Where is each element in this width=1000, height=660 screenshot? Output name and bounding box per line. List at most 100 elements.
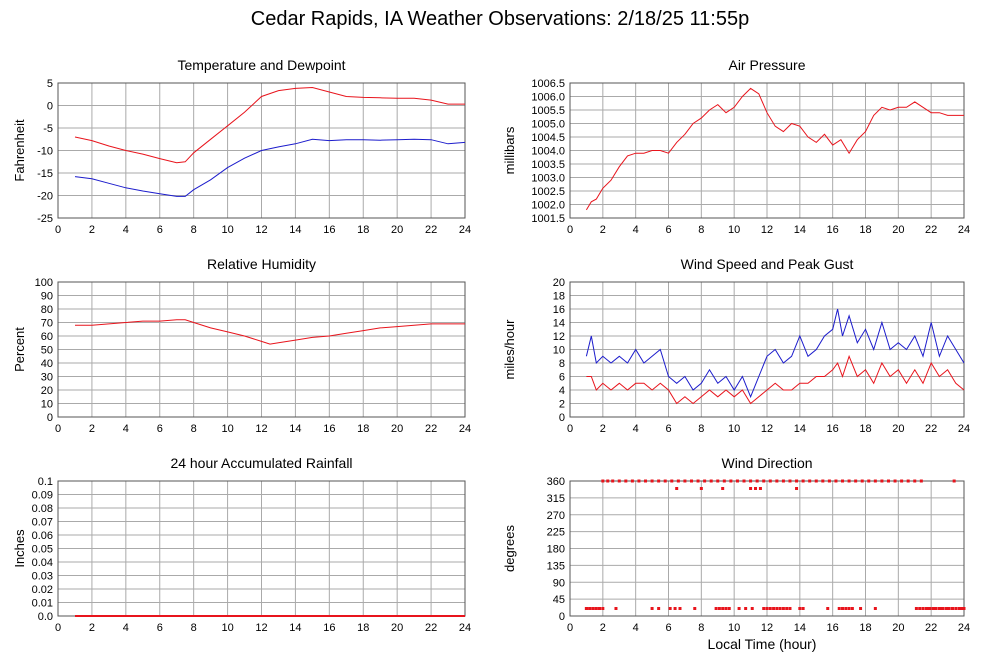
- data-point: [860, 479, 864, 483]
- data-point: [714, 607, 718, 610]
- x-tick-label: 20: [892, 423, 904, 435]
- data-point: [644, 479, 648, 483]
- data-point: [873, 607, 877, 610]
- y-tick-label: 0.08: [32, 503, 53, 515]
- plot-frame: [57, 281, 466, 418]
- chart-title: Temperature and Dewpoint: [177, 57, 345, 73]
- x-tick-label: 24: [459, 622, 471, 634]
- data-point: [668, 607, 672, 610]
- y-tick-label: 30: [41, 372, 53, 384]
- data-point: [859, 607, 863, 610]
- y-tick-label: 1002.0: [531, 200, 565, 212]
- data-point: [657, 607, 661, 610]
- y-tick-label: -10: [37, 146, 53, 158]
- data-point: [721, 607, 725, 610]
- data-point: [880, 479, 884, 483]
- data-point: [584, 607, 588, 610]
- y-tick-label: 0: [47, 412, 53, 424]
- data-point: [867, 479, 871, 483]
- data-point: [781, 479, 785, 483]
- data-point: [762, 607, 766, 610]
- data-point: [785, 607, 789, 610]
- y-tick-label: 315: [547, 493, 565, 505]
- y-tick-label: 10: [41, 399, 53, 411]
- y-tick-label: 45: [553, 594, 565, 606]
- x-tick-label: 2: [89, 622, 95, 634]
- chart-rainfall: 0 2 4 6 8 10 12 14 16 18 20 22 240.00.010.020.030.04…: [12, 455, 471, 634]
- data-point: [724, 607, 728, 610]
- y-tick-label: 1006.5: [531, 78, 565, 90]
- y-axis-label: Inches: [12, 529, 27, 568]
- y-axis-label: degrees: [502, 525, 517, 572]
- x-tick-label: 22: [925, 224, 937, 236]
- data-point: [946, 607, 950, 610]
- chart-title: Wind Direction: [721, 455, 812, 471]
- data-point: [650, 479, 654, 483]
- x-tick-label: 4: [633, 622, 639, 634]
- data-point: [758, 487, 762, 490]
- y-tick-label: -5: [43, 123, 53, 135]
- x-tick-label: 8: [191, 423, 197, 435]
- data-point: [657, 479, 661, 483]
- page-title: Cedar Rapids, IA Weather Observations: 2…: [250, 8, 750, 30]
- data-point: [689, 479, 693, 483]
- x-tick-label: 2: [600, 224, 606, 236]
- x-tick-label: 18: [859, 423, 871, 435]
- x-tick-label: 14: [289, 224, 301, 236]
- data-point: [749, 487, 753, 490]
- data-point: [795, 479, 799, 483]
- data-point: [703, 479, 707, 483]
- data-point: [678, 607, 682, 610]
- x-tick-label: 0: [567, 224, 573, 236]
- data-point: [614, 607, 618, 610]
- data-point: [900, 479, 904, 483]
- data-point: [778, 607, 782, 610]
- x-tick-label: 8: [698, 622, 704, 634]
- x-tick-label: 16: [323, 423, 335, 435]
- data-point: [826, 607, 830, 610]
- data-point: [699, 487, 703, 490]
- data-point: [729, 479, 733, 483]
- data-point: [722, 479, 726, 483]
- y-tick-label: 10: [553, 345, 565, 357]
- y-tick-label: 16: [553, 304, 565, 316]
- data-point: [914, 607, 918, 610]
- x-tick-label: 24: [958, 224, 970, 236]
- x-tick-label: 16: [323, 622, 335, 634]
- x-tick-label: 20: [391, 423, 403, 435]
- data-point: [630, 479, 634, 483]
- x-tick-label: 4: [123, 423, 129, 435]
- x-tick-label: 0: [55, 622, 61, 634]
- data-point: [755, 479, 759, 483]
- data-point: [775, 479, 779, 483]
- y-tick-label: 135: [547, 560, 565, 572]
- y-tick-label: 40: [41, 358, 53, 370]
- data-point: [937, 607, 941, 610]
- series-line-1: [74, 138, 466, 197]
- y-tick-label: 20: [553, 277, 565, 289]
- data-point: [844, 607, 848, 610]
- y-tick-label: 0.01: [32, 598, 53, 610]
- x-tick-label: 12: [761, 622, 773, 634]
- data-point: [768, 607, 772, 610]
- x-tick-label: 4: [633, 423, 639, 435]
- data-point: [913, 479, 917, 483]
- x-tick-label: 22: [925, 622, 937, 634]
- data-point: [957, 607, 961, 610]
- x-tick-label: 10: [728, 622, 740, 634]
- y-tick-label: 1004.5: [531, 132, 565, 144]
- y-tick-label: 8: [559, 358, 565, 370]
- y-axis-label: Percent: [12, 327, 27, 372]
- y-tick-label: 0: [559, 611, 565, 623]
- data-point: [721, 487, 725, 490]
- x-tick-label: 6: [157, 423, 163, 435]
- x-tick-label: 2: [600, 423, 606, 435]
- data-point: [928, 607, 932, 610]
- data-point: [744, 607, 748, 610]
- data-point: [693, 607, 697, 610]
- data-point: [941, 607, 945, 610]
- x-tick-label: 4: [123, 224, 129, 236]
- data-point: [962, 607, 966, 610]
- data-point: [683, 479, 687, 483]
